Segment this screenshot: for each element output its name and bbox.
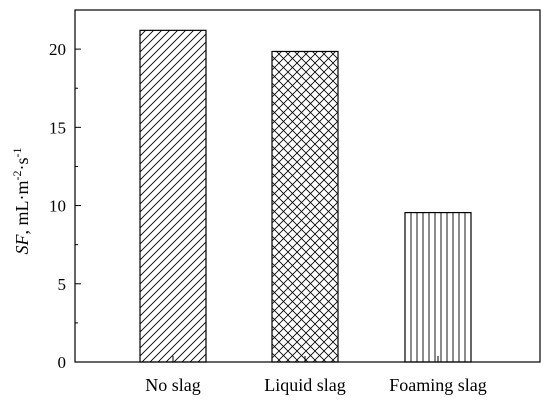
bar-liquid-slag (271, 50, 339, 363)
x-tick-label: Foaming slag (389, 375, 487, 395)
x-axis-ticks: No slag Liquid slag Foaming slag (145, 356, 487, 395)
y-axis-title-italic: SF (12, 234, 32, 255)
bars-group (139, 29, 472, 363)
plot-frame (74, 9, 541, 363)
plot-border (74, 9, 541, 363)
y-tick-label: 20 (49, 40, 66, 59)
bar-no-slag (139, 29, 207, 363)
y-axis-title-mid: ·s (12, 158, 32, 171)
y-axis-ticks: 0 5 10 15 20 (49, 40, 81, 372)
y-tick-label: 10 (49, 197, 66, 216)
y-axis-title-sup1: -2 (10, 171, 24, 181)
y-axis-title: SF, mL·m-2·s-1 (10, 148, 32, 255)
x-tick-label: Liquid slag (264, 375, 346, 395)
x-tick-label: No slag (145, 375, 201, 395)
y-axis-title-sup2: -1 (10, 148, 24, 158)
y-tick-label: 15 (49, 118, 66, 137)
y-axis-title-rest: , mL·m (12, 181, 32, 235)
y-tick-label: 5 (58, 275, 67, 294)
y-tick-label: 0 (58, 353, 67, 372)
bar-foaming-slag (404, 211, 472, 363)
